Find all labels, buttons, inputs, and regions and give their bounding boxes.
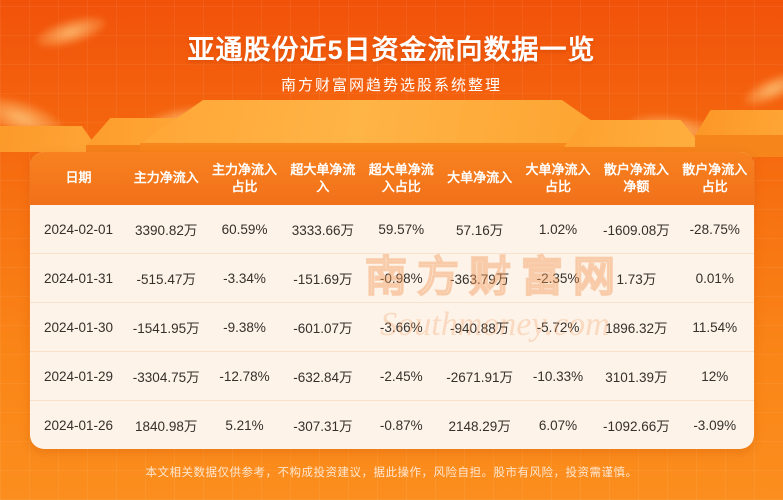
cell-value: 5.21% bbox=[225, 417, 264, 433]
podium-cube-decoration bbox=[695, 135, 783, 157]
cell-value: -3.34% bbox=[223, 270, 266, 286]
cell-date: 2024-01-26 bbox=[43, 417, 114, 433]
cell-value: -0.98% bbox=[379, 270, 423, 286]
cell-value: -5.72% bbox=[536, 319, 580, 335]
cell-value: 3101.39万 bbox=[605, 370, 668, 385]
cell-value: 1840.98万 bbox=[135, 419, 198, 434]
cell-value: -9.38% bbox=[223, 319, 266, 335]
cell-value: 0.01% bbox=[695, 270, 734, 286]
cell-value: -2.35% bbox=[536, 270, 580, 286]
header-cell-retail-net-inflow-ratio: 散户净流入占比 bbox=[682, 162, 748, 194]
page-subtitle: 南方财富网趋势选股系统整理 bbox=[280, 77, 502, 94]
cell-date: 2024-01-29 bbox=[43, 368, 114, 384]
cell-value: -363.79万 bbox=[449, 272, 510, 287]
table-body: 2024-02-01 3390.82万 60.59% 3333.66万 59.5… bbox=[30, 205, 754, 449]
cell-date: 2024-02-01 bbox=[43, 221, 114, 237]
page-title: 亚通股份近5日资金流向数据一览 bbox=[187, 35, 596, 65]
cell-value: -10.33% bbox=[532, 368, 584, 384]
cell-value: -1541.95万 bbox=[132, 321, 200, 336]
cell-value: -0.87% bbox=[379, 417, 423, 433]
cell-value: -307.31万 bbox=[293, 419, 353, 434]
cell-value: -2671.91万 bbox=[446, 370, 514, 385]
podium-stage-decoration bbox=[140, 100, 625, 144]
header-cell-xl-order-net-inflow: 超大单净流入 bbox=[290, 162, 356, 194]
cell-value: -12.78% bbox=[219, 368, 270, 384]
cell-value: 59.57% bbox=[378, 221, 425, 237]
table-row: 2024-01-31 -515.47万 -3.34% -151.69万 -0.9… bbox=[30, 254, 754, 303]
table-row: 2024-01-30 -1541.95万 -9.38% -601.07万 -3.… bbox=[30, 303, 754, 352]
cell-value: -632.84万 bbox=[293, 370, 353, 385]
cell-value: 60.59% bbox=[221, 221, 268, 237]
cell-value: 1.73万 bbox=[616, 272, 657, 287]
cell-value: 12% bbox=[701, 368, 729, 384]
cell-value: -601.07万 bbox=[293, 321, 353, 336]
cell-value: -3304.75万 bbox=[132, 370, 200, 385]
cell-value: -2.45% bbox=[379, 368, 423, 384]
disclaimer-text: 本文相关数据仅供参考，不构成投资建议，据此操作，风险自担。股市有风险，投资需谨慎… bbox=[145, 467, 638, 479]
cell-value: 3333.66万 bbox=[291, 223, 355, 238]
cell-value: -3.09% bbox=[693, 417, 737, 433]
header-cell-xl-order-net-inflow-ratio: 超大单净流入占比 bbox=[368, 162, 434, 194]
cell-value: 11.54% bbox=[692, 319, 738, 335]
cell-value: 3390.82万 bbox=[135, 223, 198, 238]
podium-cube-decoration bbox=[695, 110, 783, 136]
podium-cube-decoration bbox=[0, 126, 100, 152]
cell-date: 2024-01-30 bbox=[43, 319, 114, 335]
header-cell-large-order-net-inflow-ratio: 大单净流入占比 bbox=[525, 162, 591, 194]
table-row: 2024-01-29 -3304.75万 -12.78% -632.84万 -2… bbox=[30, 352, 754, 401]
cell-value: -515.47万 bbox=[136, 272, 196, 287]
header-cell-retail-net-inflow: 散户净流入净额 bbox=[603, 162, 669, 194]
table-row: 2024-02-01 3390.82万 60.59% 3333.66万 59.5… bbox=[30, 205, 754, 254]
cell-value: 2148.29万 bbox=[448, 419, 511, 434]
cell-value: 1.02% bbox=[538, 221, 578, 237]
cell-value: 57.16万 bbox=[455, 223, 504, 238]
cell-value: -151.69万 bbox=[293, 272, 353, 287]
cell-value: 1896.32万 bbox=[605, 321, 668, 336]
cell-value: -940.88万 bbox=[449, 321, 510, 336]
table-header-row: 日期 主力净流入 主力净流入占比 超大单净流入 超大单净流入占比 大单净流入 大… bbox=[30, 152, 754, 205]
cell-value: -3.66% bbox=[379, 319, 423, 335]
header-cell-date: 日期 bbox=[65, 170, 92, 186]
cell-value: 6.07% bbox=[538, 417, 578, 433]
table-row: 2024-01-26 1840.98万 5.21% -307.31万 -0.87… bbox=[30, 401, 754, 449]
cell-value: -28.75% bbox=[689, 221, 740, 237]
cell-date: 2024-01-31 bbox=[43, 270, 114, 286]
header-cell-main-net-inflow: 主力净流入 bbox=[133, 170, 199, 186]
podium-cube-decoration bbox=[563, 120, 703, 148]
header-cell-large-order-net-inflow: 大单净流入 bbox=[447, 170, 513, 186]
cell-value: -1092.66万 bbox=[602, 419, 670, 434]
header-cell-main-net-inflow-ratio: 主力净流入占比 bbox=[212, 162, 278, 194]
cell-value: -1609.08万 bbox=[602, 223, 670, 238]
fund-flow-table: 日期 主力净流入 主力净流入占比 超大单净流入 超大单净流入占比 大单净流入 大… bbox=[30, 152, 754, 449]
